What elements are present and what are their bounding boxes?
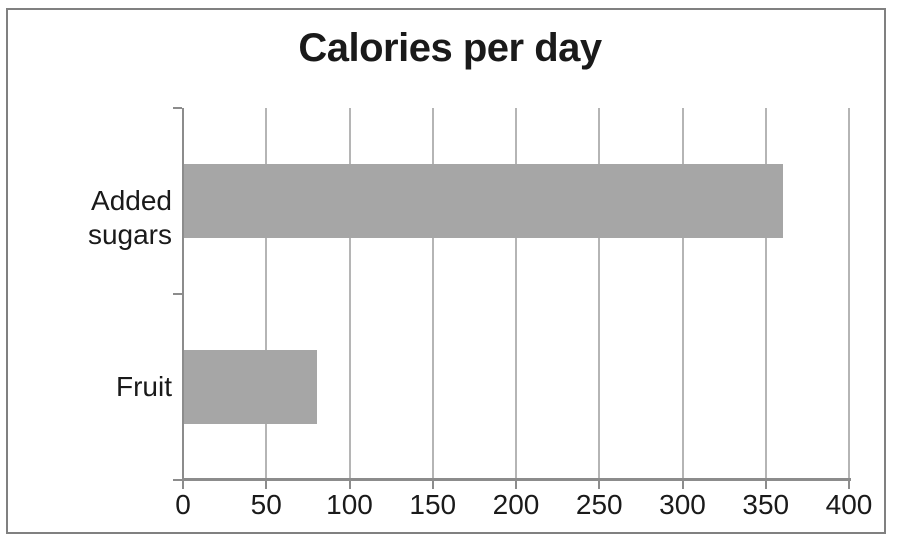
x-axis-line	[182, 478, 851, 481]
y-axis-tick	[173, 293, 182, 295]
x-axis-tick	[848, 481, 850, 489]
bar-fruit	[184, 350, 318, 424]
chart-title: Calories per day	[298, 26, 602, 70]
x-tick-label: 350	[742, 489, 790, 520]
gridline	[348, 108, 351, 478]
gridline	[681, 108, 684, 478]
x-axis-tick	[764, 481, 767, 489]
y-axis-tick	[173, 107, 182, 109]
x-tick-label: 400	[825, 489, 873, 520]
x-tick-label: 150	[409, 489, 457, 520]
x-axis-tick	[515, 481, 517, 489]
x-tick-label: 250	[575, 489, 623, 520]
category-label: Added sugars	[87, 185, 172, 250]
y-axis-line	[182, 108, 184, 480]
gridline	[515, 108, 517, 478]
x-axis-tick	[431, 481, 434, 489]
gridline	[598, 108, 601, 478]
y-axis-tick	[173, 479, 182, 481]
x-axis-tick	[598, 481, 601, 489]
x-axis-tick	[182, 481, 184, 489]
gridline	[764, 108, 767, 478]
x-tick-label: 200	[492, 489, 540, 520]
category-label: Fruit	[116, 371, 172, 402]
gridline	[265, 108, 268, 478]
x-axis-tick	[265, 481, 268, 489]
x-axis-tick	[681, 481, 684, 489]
chart-frame	[6, 8, 886, 534]
x-tick-label: 300	[659, 489, 706, 520]
x-axis-tick	[348, 481, 351, 489]
x-tick-label: 0	[175, 489, 191, 520]
x-tick-label: 50	[250, 489, 282, 520]
gridline	[848, 108, 850, 478]
x-tick-label: 100	[326, 489, 373, 520]
gridline	[431, 108, 434, 478]
bar-added-sugars	[184, 164, 784, 238]
